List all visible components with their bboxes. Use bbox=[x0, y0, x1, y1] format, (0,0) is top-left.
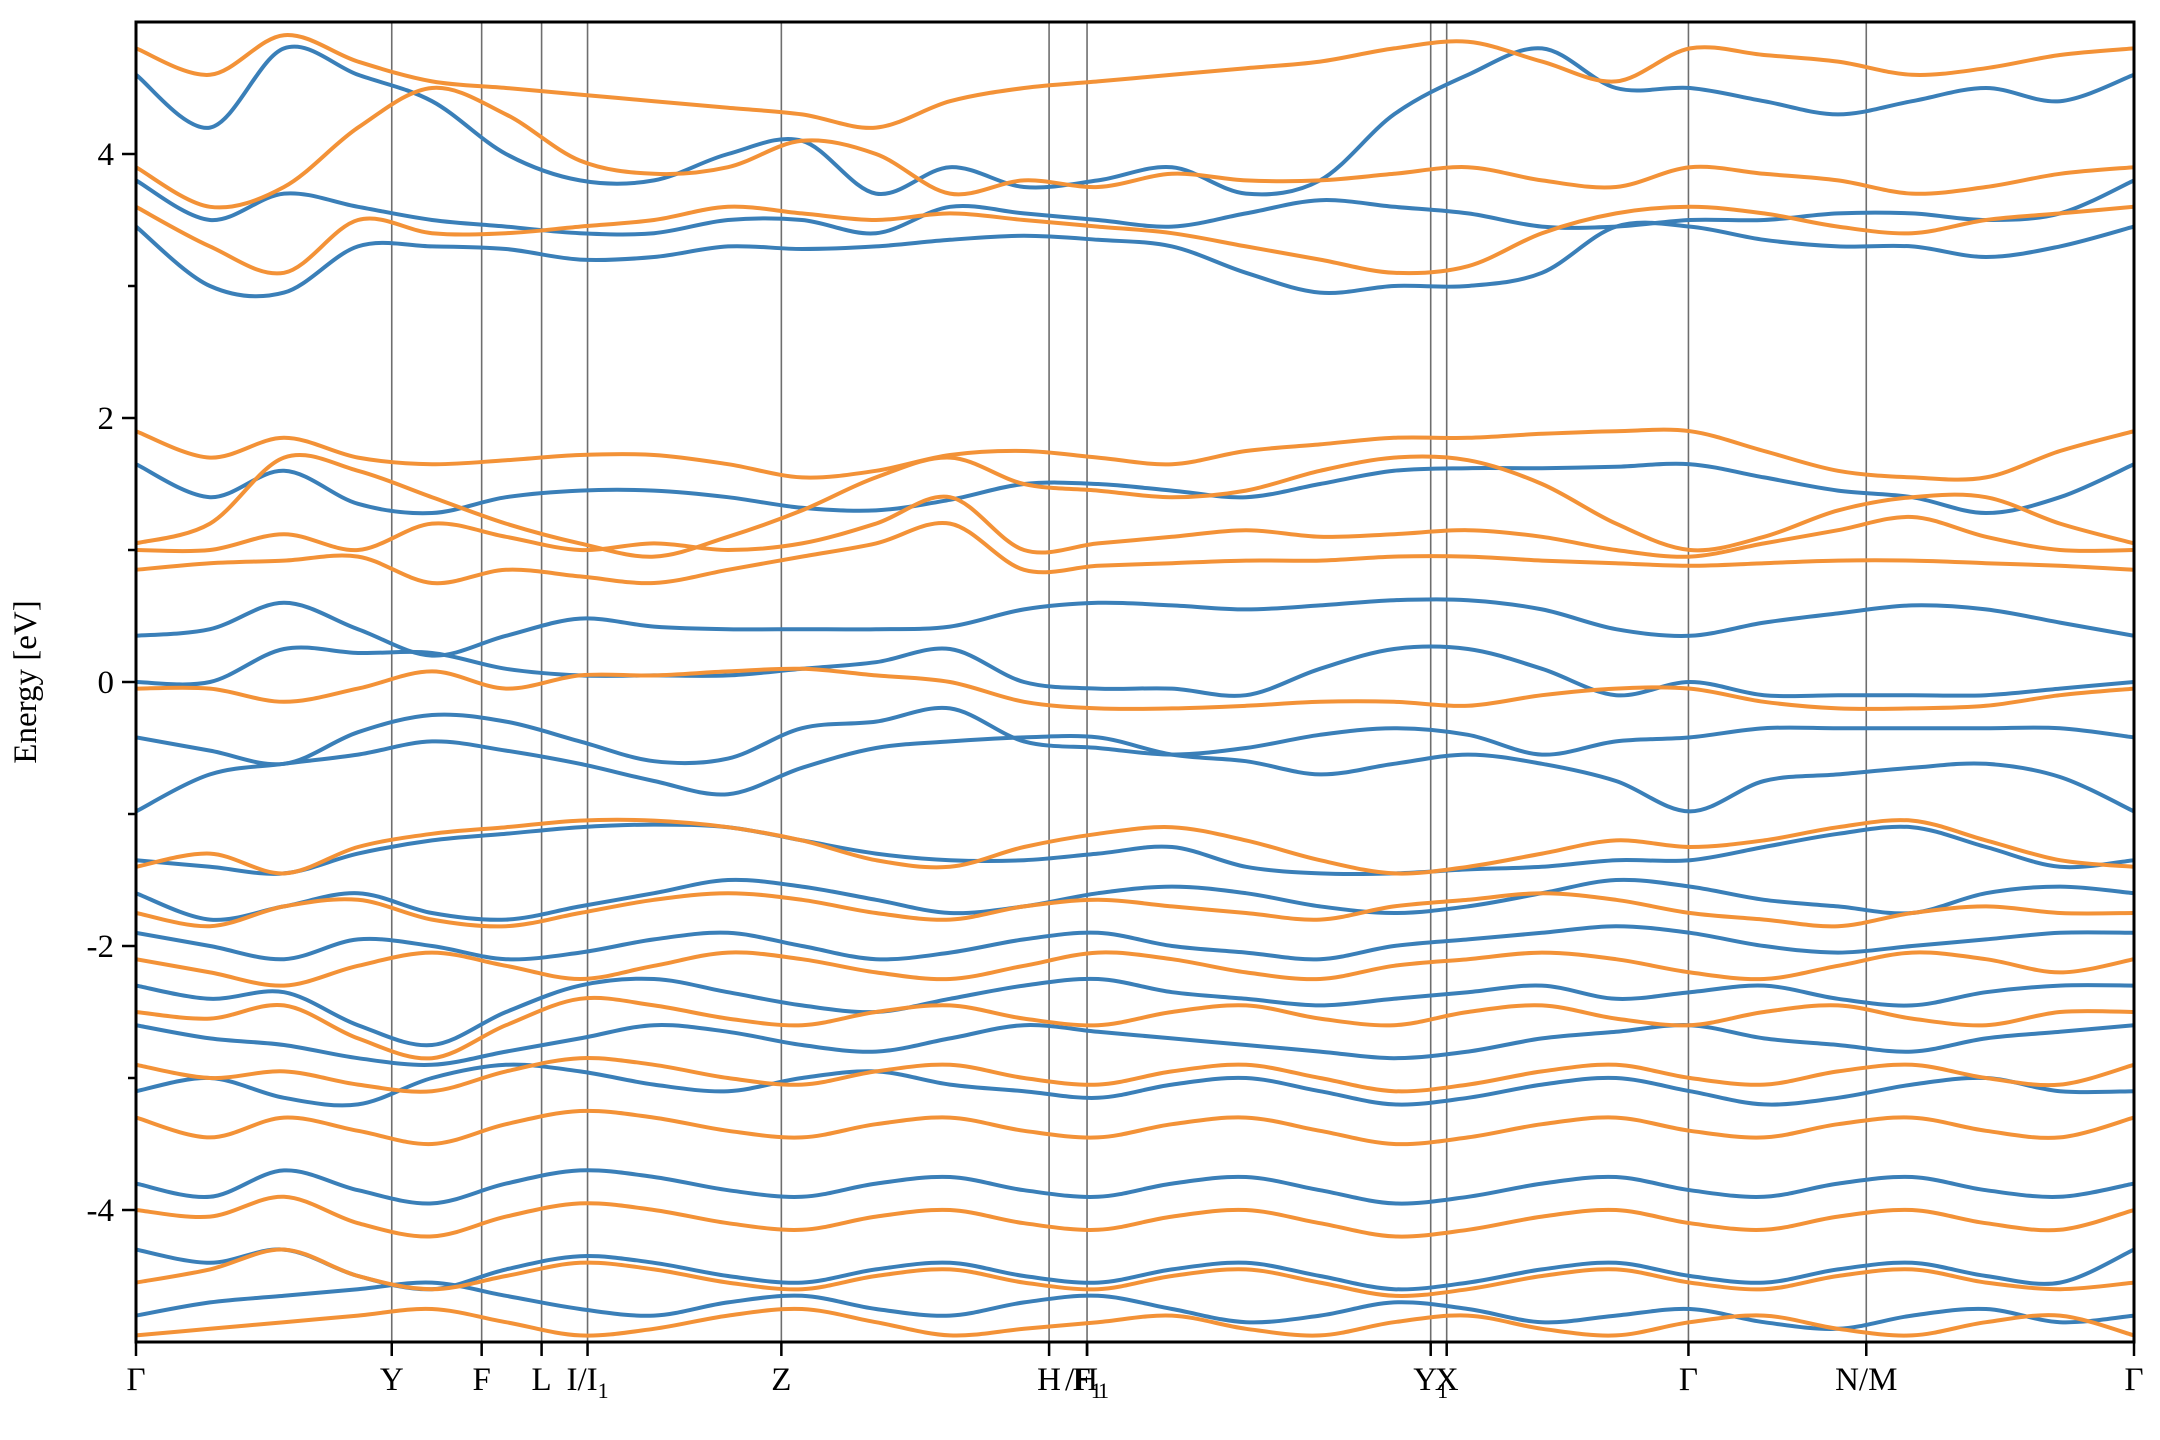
band-s0-7 bbox=[136, 44, 2134, 197]
band-s0-12 bbox=[136, 1023, 2134, 1067]
x-tick-label: Γ bbox=[126, 1362, 145, 1398]
band-s1-11 bbox=[136, 995, 2134, 1061]
band-s0-9 bbox=[136, 877, 2134, 922]
x-tick-label: X bbox=[1435, 1362, 1459, 1398]
band-s0-2 bbox=[136, 597, 2134, 658]
band-s0-14 bbox=[136, 1168, 2134, 1206]
x-tick-label: F bbox=[472, 1362, 490, 1398]
bands-layer bbox=[136, 33, 2134, 1338]
band-s1-16 bbox=[136, 1306, 2134, 1338]
x-tick-label: Γ bbox=[2124, 1362, 2143, 1398]
band-s1-0 bbox=[136, 666, 2134, 711]
band-s0-3 bbox=[136, 644, 2134, 699]
band-s1-13 bbox=[136, 1108, 2134, 1147]
x-tick-label: Y1 bbox=[1413, 1362, 1448, 1403]
y-axis-title: Energy [eV] bbox=[8, 600, 44, 763]
band-s1-10 bbox=[136, 950, 2134, 988]
x-tick-label: Z bbox=[771, 1362, 791, 1398]
band-s0-15 bbox=[136, 1247, 2134, 1292]
y-axis: 4 2 0 -2 -4 bbox=[87, 137, 136, 1229]
band-s0-10 bbox=[136, 924, 2134, 962]
x-tick-label: /H1 bbox=[1065, 1362, 1109, 1403]
x-tick-label: N/M bbox=[1835, 1362, 1897, 1398]
x-tick-label: F1 bbox=[1072, 1362, 1101, 1403]
band-s1-6 bbox=[136, 85, 2134, 210]
y-tick-label: -2 bbox=[87, 929, 115, 965]
band-s1-1 bbox=[136, 520, 2134, 586]
band-s0-5 bbox=[136, 220, 2134, 299]
band-s1-14 bbox=[136, 1194, 2134, 1239]
x-tick-label: Γ bbox=[1679, 1362, 1698, 1398]
band-s1-12 bbox=[136, 1056, 2134, 1094]
band-s0-13 bbox=[136, 1062, 2134, 1108]
y-tick-label: 0 bbox=[98, 665, 115, 701]
band-s0-0 bbox=[136, 734, 2134, 814]
x-tick-label: Y bbox=[380, 1362, 404, 1398]
x-axis: Γ Y F L I/I1 Z H F1/H1 Y1X Γ N/M Γ bbox=[126, 1342, 2144, 1403]
x-tick-label: L bbox=[532, 1362, 552, 1398]
x-tick-label: I/I1 bbox=[566, 1362, 608, 1403]
y-tick-label: 2 bbox=[98, 401, 115, 437]
band-s1-7 bbox=[136, 33, 2134, 130]
band-s1-5 bbox=[136, 204, 2134, 276]
band-s1-2 bbox=[136, 494, 2134, 559]
y-tick-label: -4 bbox=[87, 1193, 115, 1229]
kpoint-separators bbox=[390, 22, 1868, 1342]
band-s1-9 bbox=[136, 891, 2134, 929]
band-s0-4 bbox=[136, 461, 2134, 516]
band-s0-1 bbox=[136, 705, 2134, 767]
band-s1-8 bbox=[136, 817, 2134, 876]
band-s1-3 bbox=[136, 427, 2134, 482]
band-s1-15 bbox=[136, 1247, 2134, 1298]
band-s0-6 bbox=[136, 178, 2134, 237]
x-tick-label: H bbox=[1037, 1362, 1061, 1398]
band-s0-8 bbox=[136, 822, 2134, 877]
band-s0-11 bbox=[136, 976, 2134, 1048]
band-s1-4 bbox=[136, 452, 2134, 559]
y-tick-label: 4 bbox=[98, 137, 115, 173]
band-s0-16 bbox=[136, 1280, 2134, 1331]
